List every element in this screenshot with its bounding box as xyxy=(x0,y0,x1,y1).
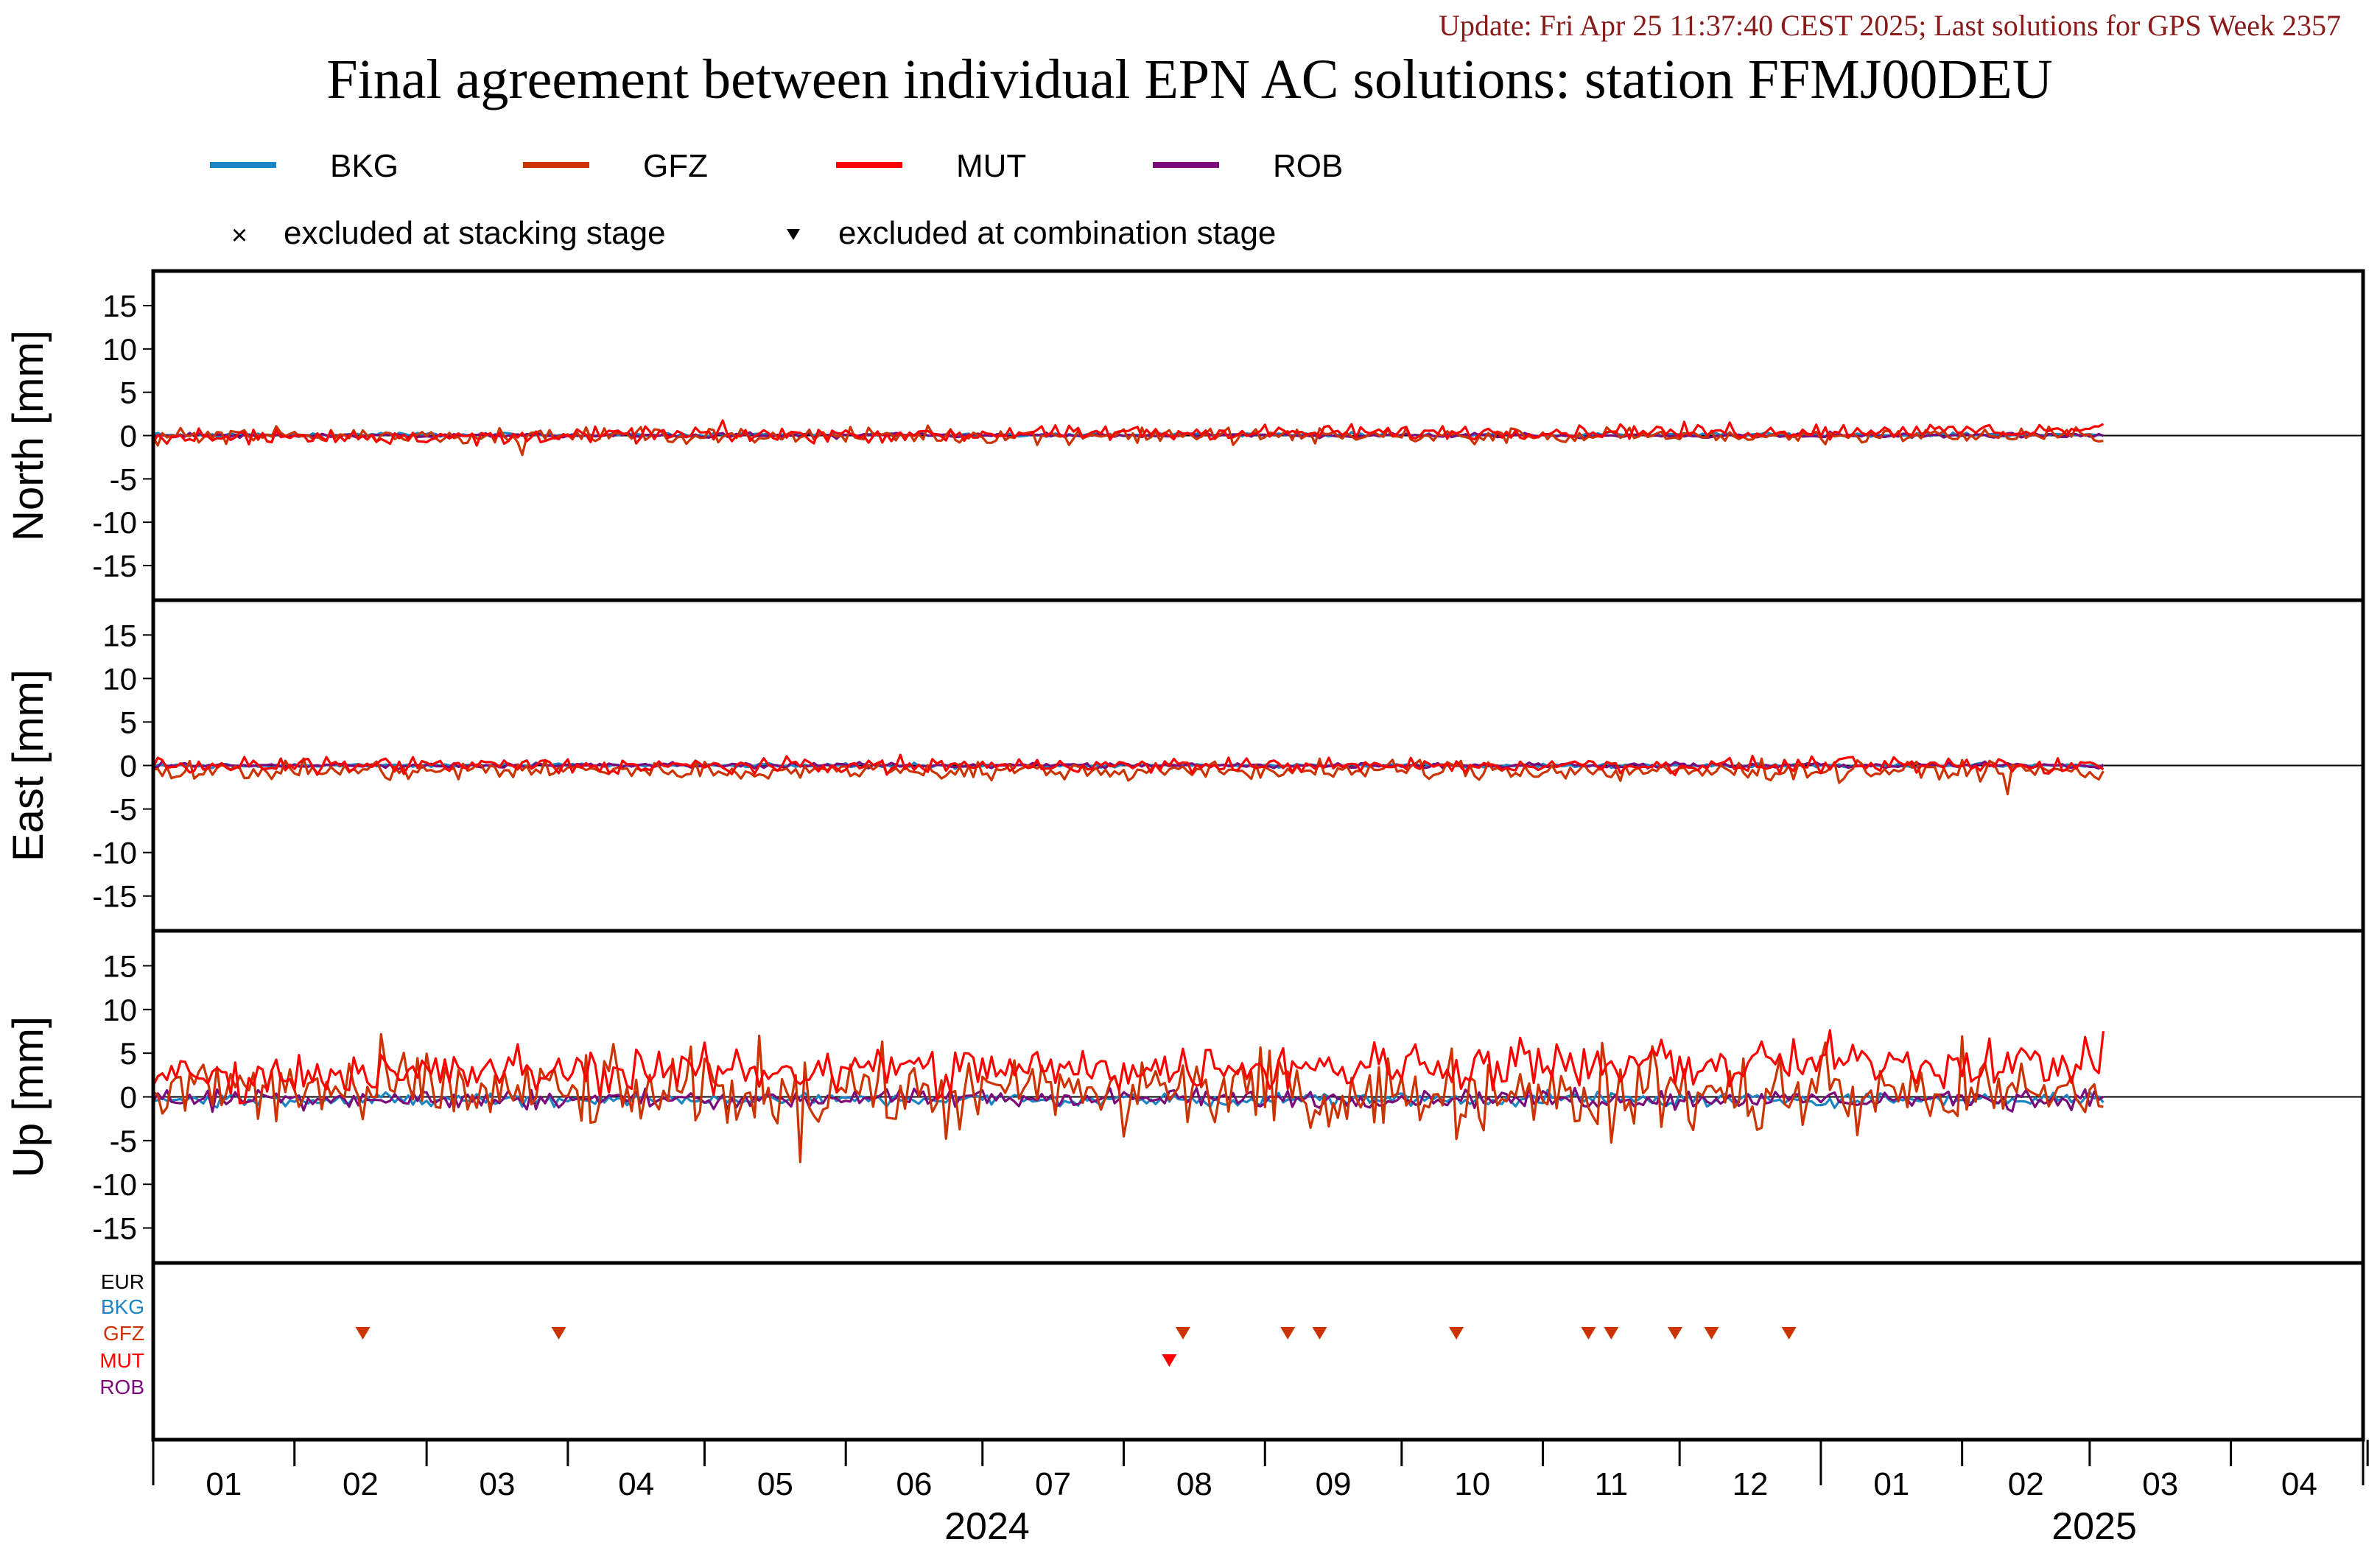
year-label: 2024 xyxy=(944,1505,1030,1545)
exclusion-marker-gfz xyxy=(355,1327,371,1340)
cross-marker-icon: × xyxy=(231,220,248,251)
exclusion-marker-gfz xyxy=(1175,1327,1190,1340)
x-tick-label: 01 xyxy=(1873,1466,1909,1502)
y-axis-label: East [mm] xyxy=(4,669,52,862)
y-tick-label: 10 xyxy=(102,332,137,367)
y-tick-label: 0 xyxy=(120,749,137,784)
x-tick-label: 04 xyxy=(618,1466,654,1502)
series-line-rob xyxy=(152,430,2105,440)
exclusion-marker-gfz xyxy=(1581,1327,1596,1340)
row-label-rob: ROB xyxy=(99,1376,144,1398)
exclusion-marker-gfz xyxy=(551,1327,566,1340)
y-axis-label: North [mm] xyxy=(4,330,52,541)
y-tick-label: -10 xyxy=(92,505,137,540)
x-tick-label: 02 xyxy=(2008,1466,2044,1502)
y-tick-label: 5 xyxy=(120,1036,137,1071)
x-tick-label: 11 xyxy=(1595,1466,1629,1502)
panel-1: 15 10 5 0 -5 -10 -15 East [mm] xyxy=(4,598,2365,933)
triangle-marker-icon xyxy=(787,229,800,240)
chart-title: Final agreement between individual EPN A… xyxy=(326,49,2052,110)
series-line-mut xyxy=(152,1029,2105,1105)
update-timestamp: Update: Fri Apr 25 11:37:40 CEST 2025; L… xyxy=(1439,9,2341,42)
y-tick-label: -15 xyxy=(92,549,137,583)
x-tick-label: 04 xyxy=(2281,1466,2317,1502)
row-label-mut: MUT xyxy=(99,1349,144,1372)
exclusion-frame xyxy=(151,1261,2365,1442)
y-tick-label: 10 xyxy=(102,993,137,1027)
x-tick-label: 07 xyxy=(1035,1466,1071,1502)
exclusion-marker-gfz xyxy=(1781,1327,1797,1340)
x-tick-label: 08 xyxy=(1176,1466,1212,1502)
year-label: 2025 xyxy=(2051,1505,2137,1545)
exclusion-marker-gfz xyxy=(1667,1327,1682,1340)
x-tick-label: 06 xyxy=(896,1466,933,1502)
legend: BKG GFZ MUT ROB × excluded at stacking stage e… xyxy=(210,148,1343,251)
x-tick-label: 01 xyxy=(206,1466,242,1502)
panel-0: 15 10 5 0 -5 -10 -15 North [mm] xyxy=(4,269,2365,602)
y-tick-label: -15 xyxy=(92,879,137,914)
x-tick-label: 03 xyxy=(480,1466,516,1502)
row-label-eur: EUR xyxy=(101,1270,144,1293)
x-tick-label: 09 xyxy=(1316,1466,1352,1502)
y-tick-label: 5 xyxy=(120,705,137,739)
y-tick-label: 15 xyxy=(102,618,137,652)
y-tick-label: 15 xyxy=(102,289,137,323)
plot-panels: 15 10 5 0 -5 -10 -15 North [mm] 15 10 5 0 -5 -10 -15 Ea… xyxy=(4,269,2365,1265)
y-tick-label: -10 xyxy=(92,1167,137,1202)
y-tick-label: 0 xyxy=(120,419,137,454)
y-tick-label: 0 xyxy=(120,1080,137,1115)
y-tick-label: -5 xyxy=(110,462,137,496)
time-axis: 01 02 03 04 05 06 07 08 09 10 11 12 01 02 03 04 2024 2025 xyxy=(152,1440,2369,1545)
y-tick-label: -5 xyxy=(110,1124,137,1158)
legend-excluded-stacking: excluded at stacking stage xyxy=(284,215,666,251)
y-tick-label: -5 xyxy=(110,792,137,827)
series-line-mut xyxy=(152,753,2105,776)
legend-label-mut: MUT xyxy=(956,148,1026,184)
exclusion-marker-gfz xyxy=(1449,1327,1464,1340)
panel-2: 15 10 5 0 -5 -10 -15 Up [mm] xyxy=(4,929,2365,1265)
y-tick-label: -15 xyxy=(92,1211,137,1246)
x-tick-label: 03 xyxy=(2142,1466,2178,1502)
y-axis-label: Up [mm] xyxy=(4,1016,52,1178)
exclusion-marker-mut xyxy=(1162,1354,1177,1367)
x-tick-label: 10 xyxy=(1454,1466,1490,1502)
y-tick-label: 5 xyxy=(120,376,137,410)
exclusion-marker-gfz xyxy=(1704,1327,1719,1340)
legend-label-rob: ROB xyxy=(1273,148,1343,184)
series-line-gfz xyxy=(152,1032,2104,1164)
exclusion-marker-gfz xyxy=(1280,1327,1296,1340)
x-tick-label: 12 xyxy=(1733,1466,1769,1502)
y-tick-label: -10 xyxy=(92,836,137,870)
x-tick-label: 05 xyxy=(757,1466,793,1502)
legend-excluded-combination: excluded at combination stage xyxy=(838,215,1276,251)
legend-label-gfz: GFZ xyxy=(643,148,708,184)
exclusion-marker-gfz xyxy=(1312,1327,1327,1340)
row-label-bkg: BKG xyxy=(101,1295,144,1318)
x-tick-label: 02 xyxy=(343,1466,379,1502)
exclusion-marker-gfz xyxy=(1604,1327,1619,1340)
y-tick-label: 10 xyxy=(102,661,137,696)
row-label-gfz: GFZ xyxy=(103,1322,144,1345)
series-line-mut xyxy=(152,419,2105,447)
legend-label-bkg: BKG xyxy=(330,148,399,184)
y-tick-label: 15 xyxy=(102,949,137,983)
